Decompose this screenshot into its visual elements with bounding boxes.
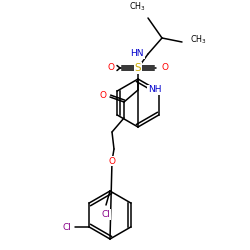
Text: NH: NH bbox=[148, 86, 162, 94]
Text: O: O bbox=[162, 64, 169, 72]
Text: HN: HN bbox=[130, 50, 144, 58]
Text: S: S bbox=[135, 63, 141, 73]
Text: Cl: Cl bbox=[102, 210, 110, 219]
Text: O: O bbox=[107, 64, 114, 72]
Text: CH$_3$: CH$_3$ bbox=[129, 0, 146, 13]
Text: O: O bbox=[99, 90, 106, 100]
Text: CH$_3$: CH$_3$ bbox=[190, 34, 207, 46]
Text: Cl: Cl bbox=[62, 222, 71, 232]
Text: O: O bbox=[108, 156, 116, 166]
